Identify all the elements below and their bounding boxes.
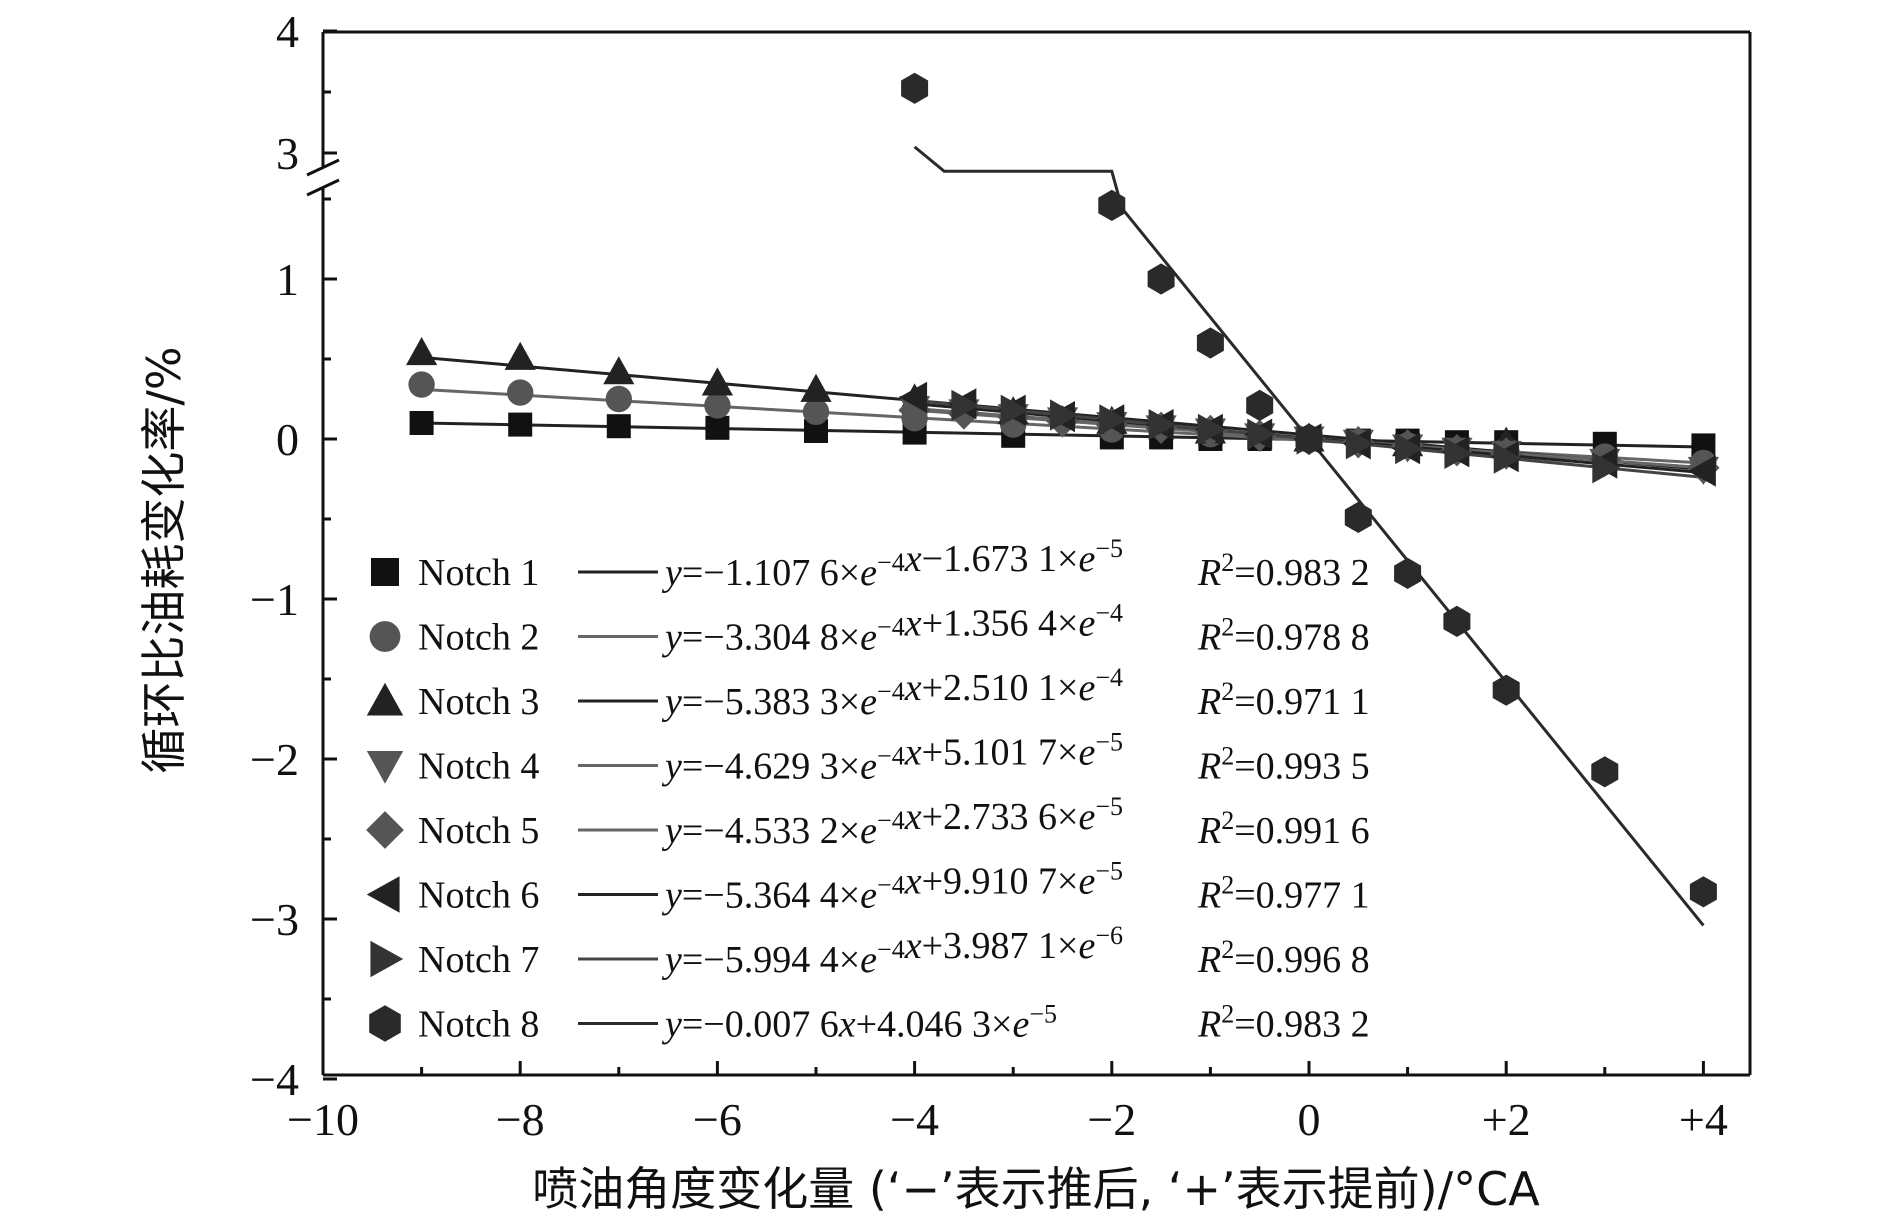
data-point-notch-7 <box>1247 418 1276 450</box>
data-point-notch-7 <box>1592 452 1621 484</box>
y-tick-label: 4 <box>276 6 299 57</box>
x-tick-label: 0 <box>1298 1094 1321 1145</box>
legend-marker-notch-5 <box>366 811 404 849</box>
data-point-notch-8 <box>1394 557 1422 589</box>
data-point-notch-7 <box>1197 413 1226 445</box>
data-point-notch-2 <box>704 392 731 419</box>
legend: Notch 1 y=−1.107 6×e−4x−1.673 1×e−5 R2=0.9… <box>366 534 1370 1046</box>
r-squared: R2=0.991 6 <box>1197 806 1370 852</box>
data-point-notch-7 <box>1000 394 1029 426</box>
data-point-notch-8 <box>1246 389 1274 421</box>
legend-marker-notch-8 <box>369 1005 401 1042</box>
y-axis-title: 循环比油耗变化率/% <box>137 346 191 773</box>
data-point-notch-3 <box>701 367 733 396</box>
r-squared: R2=0.996 8 <box>1197 935 1370 981</box>
x-tick-label: −10 <box>287 1094 359 1145</box>
data-point-notch-8 <box>901 72 929 104</box>
legend-label: Notch 5 <box>418 810 539 852</box>
r-squared: R2=0.993 5 <box>1197 742 1370 788</box>
fit-equation: y=−3.304 8×e−4x+1.356 4×e−4 <box>661 599 1123 659</box>
legend-label: Notch 8 <box>418 1004 539 1046</box>
legend-marker-notch-3 <box>366 682 404 716</box>
data-point-notch-2 <box>802 398 830 425</box>
legend-marker-notch-7 <box>370 940 404 978</box>
data-point-notch-8 <box>1492 674 1520 706</box>
data-point-notch-2 <box>507 379 534 406</box>
x-tick-label: −8 <box>496 1094 545 1145</box>
r-squared: R2=0.977 1 <box>1197 871 1370 917</box>
plot-frame <box>306 30 1752 1077</box>
y-tick-label: −2 <box>250 734 299 785</box>
r-squared: R2=0.971 1 <box>1197 677 1370 723</box>
legend-marker-notch-4 <box>366 750 404 784</box>
legend-label: Notch 4 <box>418 746 539 788</box>
legend-label: Notch 6 <box>418 875 539 917</box>
axis-break-mark-lower <box>306 178 340 197</box>
y-tick-label: −1 <box>250 574 299 625</box>
r-squared: R2=0.983 2 <box>1197 1000 1370 1046</box>
fit-equation: y=−0.007 6x+4.046 3×e−5 <box>661 1000 1057 1046</box>
data-point-notch-7 <box>1099 404 1128 436</box>
data-point-notch-7 <box>1395 433 1424 465</box>
fit-equation: y=−5.994 4×e−4x+3.987 1×e−6 <box>661 921 1123 981</box>
data-point-notch-8 <box>1344 501 1372 533</box>
data-point-notch-3 <box>406 337 438 366</box>
data-point-notch-7 <box>1444 437 1473 469</box>
data-point-notch-1 <box>705 415 730 440</box>
x-tick-label: −2 <box>1087 1094 1136 1145</box>
data-point-notch-2 <box>605 385 632 413</box>
data-point-notch-7 <box>1050 399 1079 431</box>
data-point-notch-7 <box>1345 428 1374 460</box>
fit-line-8-upper <box>913 145 1124 208</box>
legend-marker-notch-1 <box>371 558 399 586</box>
data-point-notch-3 <box>800 373 832 402</box>
data-point-notch-1 <box>508 412 533 437</box>
data-point-notch-1 <box>409 411 434 435</box>
x-tick-label: +4 <box>1679 1094 1728 1145</box>
fit-equation: y=−1.107 6×e−4x−1.673 1×e−5 <box>661 534 1123 594</box>
data-point-notch-6 <box>899 381 928 413</box>
legend-label: Notch 2 <box>418 617 539 659</box>
data-point-notch-8 <box>1591 756 1619 788</box>
axis-break-mark-upper <box>306 158 340 177</box>
data-point-notch-5 <box>898 394 931 427</box>
y-tick-label: 0 <box>276 414 299 465</box>
y-tick-label: −3 <box>250 894 299 945</box>
x-tick-label: −6 <box>693 1094 742 1145</box>
x-tick-label: −4 <box>890 1094 939 1145</box>
data-markers <box>406 72 1720 908</box>
y-tick-label: 3 <box>276 128 299 179</box>
data-point-notch-3 <box>504 341 536 370</box>
legend-marker-notch-6 <box>366 876 400 913</box>
legend-label: Notch 1 <box>418 552 539 594</box>
fit-equation: y=−4.533 2×e−4x+2.733 6×e−5 <box>661 792 1123 852</box>
fit-equation: y=−5.364 4×e−4x+9.910 7×e−5 <box>661 857 1123 917</box>
data-point-notch-6 <box>1687 455 1716 487</box>
data-point-notch-2 <box>408 371 435 398</box>
r-squared: R2=0.983 2 <box>1197 548 1370 594</box>
fit-equation: y=−5.383 3×e−4x+2.510 1×e−4 <box>661 663 1123 723</box>
data-point-notch-8 <box>1147 263 1175 295</box>
y-tick-label: 1 <box>276 254 299 305</box>
axis-ticks: −10 −8 −6 −4 −2 0 +2 +4 4 3 1 0 −1 −2 −3 −4 <box>250 6 1728 1145</box>
legend-marker-notch-2 <box>369 621 401 652</box>
data-point-notch-3 <box>603 356 635 385</box>
data-point-notch-1 <box>606 414 631 439</box>
data-point-notch-8 <box>1098 189 1126 221</box>
x-tick-label: +2 <box>1482 1094 1531 1145</box>
data-point-notch-7 <box>1148 409 1177 441</box>
legend-label: Notch 7 <box>418 939 539 981</box>
fit-equation: y=−4.629 3×e−4x+5.101 7×e−5 <box>661 728 1123 788</box>
legend-label: Notch 3 <box>418 681 539 723</box>
data-point-notch-7 <box>1493 442 1522 474</box>
y-tick-label: −4 <box>250 1054 299 1105</box>
x-axis-title: 喷油角度变化量 (‘−’表示推后, ‘+’表示提前)/°CA <box>532 1162 1540 1216</box>
data-point-notch-7 <box>951 389 980 421</box>
data-point-notch-8 <box>1443 605 1471 637</box>
data-point-notch-8 <box>1196 327 1224 359</box>
r-squared: R2=0.978 8 <box>1197 613 1370 659</box>
data-point-notch-8 <box>1689 876 1717 908</box>
data-point-notch-8 <box>1295 423 1323 455</box>
